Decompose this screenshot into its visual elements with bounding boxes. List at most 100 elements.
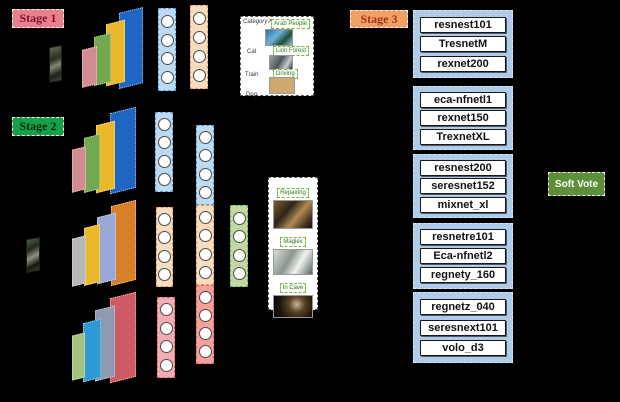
neuron	[160, 52, 174, 66]
neuron	[198, 131, 212, 145]
cat-image	[265, 29, 293, 46]
model-box: rexnet150	[420, 110, 506, 126]
neuron	[232, 211, 246, 225]
neuron	[198, 149, 212, 163]
neuron	[157, 118, 171, 132]
neuron	[192, 12, 206, 25]
neuron	[198, 167, 212, 181]
dog-image	[269, 77, 295, 94]
model-box: resnetre101	[420, 229, 506, 245]
stage3-label: Stage 3	[350, 10, 408, 28]
neuron	[157, 154, 171, 168]
model-group-4: resnetre101 Eca-nfnetl2 regnety_160	[413, 223, 513, 289]
model-box: seresnet152	[420, 178, 506, 194]
stage2-input-image	[26, 236, 40, 274]
model-box: TresnetM	[420, 36, 506, 52]
neuron	[232, 230, 246, 244]
model-group-2: eca-nfnetl1 rexnet150 TrexnetXL	[413, 86, 513, 150]
neuron	[198, 211, 212, 225]
model-box: Eca-nfnetl2	[420, 248, 506, 264]
stage2-merged-vector-green	[230, 205, 248, 287]
neuron	[159, 321, 173, 335]
neuron	[157, 172, 171, 186]
model-group-5: regnetz_040 seresnext101 volo_d3	[413, 292, 513, 363]
in-cave-image	[273, 295, 313, 318]
arrow-up-right-icon: ↗	[267, 18, 273, 25]
concat-section-orange	[196, 205, 214, 285]
neuron	[158, 231, 171, 245]
scene-tag: In Cave	[279, 283, 307, 293]
stage2-label-text: Stage 2	[19, 119, 57, 133]
soft-vote-label: Soft Vote	[554, 178, 599, 190]
model-box: regnety_160	[420, 267, 506, 283]
neuron	[158, 213, 171, 227]
maglev-image	[273, 249, 313, 275]
conv-layer-green	[84, 134, 100, 193]
model-group-1: resnest101 TresnetM rexnet200	[413, 10, 513, 78]
scene-prediction-panel: Repairing Maglev In Cave	[268, 177, 318, 318]
neuron	[198, 327, 212, 340]
stage2-label: Stage 2	[12, 117, 64, 136]
neuron	[157, 136, 171, 150]
neuron	[160, 33, 174, 47]
neuron	[198, 185, 212, 199]
neuron	[158, 267, 171, 281]
neuron	[198, 265, 212, 279]
stage1-input-image	[49, 44, 62, 84]
scene-tag: Arab People	[271, 19, 311, 29]
scene-tag: Maglev	[280, 237, 306, 247]
category-row-label: Dog	[246, 92, 258, 98]
model-box: resnest200	[420, 159, 506, 176]
model-box: resnest101	[420, 16, 506, 33]
neuron	[159, 358, 173, 372]
repairing-image	[273, 200, 313, 229]
model-box: TrexnetXL	[420, 128, 506, 145]
neuron	[160, 71, 174, 85]
neuron	[198, 291, 212, 304]
model-box: seresnext101	[420, 319, 506, 336]
model-box: rexnet200	[420, 55, 506, 72]
stage3-label-text: Stage 3	[360, 11, 398, 26]
neuron	[198, 229, 212, 243]
neuron	[158, 249, 171, 263]
stage2-feature-vector-blue	[155, 112, 173, 192]
model-box: mixnet_xl	[420, 196, 506, 213]
neuron	[159, 340, 173, 354]
soft-vote-box: Soft Vote	[548, 172, 605, 196]
conv-layer-lightgreen	[72, 332, 85, 381]
conv-layer-brightblue	[83, 318, 101, 383]
conv-layer-yellow	[84, 224, 100, 286]
stage1-label-text: Stage 1	[19, 11, 57, 25]
category-row-label: Train	[245, 72, 259, 78]
stage1-feature-vector-orange	[190, 5, 208, 89]
concat-section-red	[196, 285, 214, 364]
neuron	[159, 303, 173, 317]
stage1-feature-vector-blue	[158, 8, 176, 91]
neuron	[198, 345, 212, 358]
stage2-feature-vector-pink	[157, 297, 175, 378]
model-box: eca-nfnetl1	[420, 91, 506, 108]
category-prediction-panel: Category ↗ Cat Train Dog Arab People Lio…	[240, 16, 314, 98]
category-heading: Category	[243, 19, 268, 25]
neuron	[232, 248, 246, 262]
stage1-label: Stage 1	[12, 9, 64, 28]
concat-section-blue	[196, 125, 214, 205]
stage2-feature-vector-orange	[156, 207, 173, 287]
neuron	[198, 247, 212, 261]
neuron	[232, 267, 246, 281]
conv-layer-pink	[72, 146, 86, 193]
neuron	[192, 69, 206, 82]
neuron	[198, 309, 212, 322]
neuron	[192, 50, 206, 63]
train-image	[269, 55, 293, 70]
model-box: regnetz_040	[420, 299, 506, 316]
conv-layer-pink	[82, 46, 97, 88]
model-box: volo_d3	[420, 339, 506, 356]
conv-layer-gray	[72, 235, 86, 287]
category-row-label: Cat	[247, 49, 257, 55]
model-group-3: resnest200 seresnet152 mixnet_xl	[413, 154, 513, 218]
scene-tag: Repairing	[277, 188, 309, 198]
neuron	[192, 31, 206, 44]
neuron	[160, 14, 174, 28]
